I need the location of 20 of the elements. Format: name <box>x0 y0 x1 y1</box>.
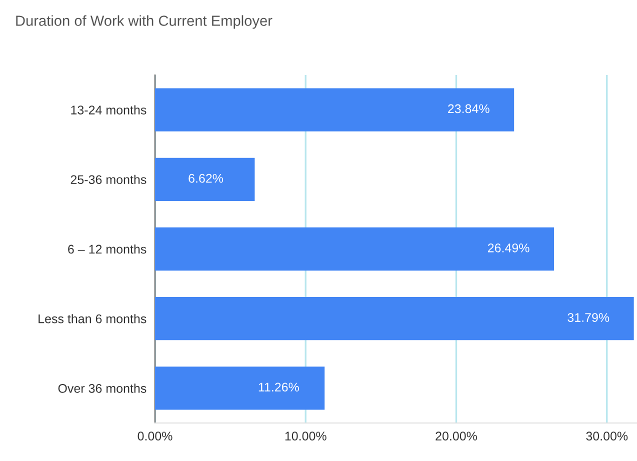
data-label: 23.84% <box>448 104 490 114</box>
x-tick-label: 20.00% <box>436 432 478 441</box>
chart-title: Duration of Work with Current Employer <box>16 15 272 29</box>
x-tick-label: 10.00% <box>285 432 326 441</box>
data-label: 31.79% <box>568 313 610 322</box>
bar <box>155 88 514 132</box>
bar <box>155 366 325 410</box>
x-tick-label: 0.00% <box>138 432 172 441</box>
bar <box>155 297 634 340</box>
x-tick-label: 30.00% <box>586 432 628 441</box>
y-tick-label: 13-24 months <box>71 105 146 114</box>
data-label: 6.62% <box>188 174 224 183</box>
y-tick-label: 6 – 12 months <box>68 244 146 254</box>
bar <box>155 158 255 201</box>
y-tick-label: Less than 6 months <box>38 314 146 324</box>
bar <box>155 227 554 271</box>
y-tick-label: 25-36 months <box>70 174 146 184</box>
data-label: 26.49% <box>488 244 530 252</box>
data-label: 11.26% <box>258 382 299 392</box>
y-tick-label: Over 36 months <box>58 384 146 393</box>
